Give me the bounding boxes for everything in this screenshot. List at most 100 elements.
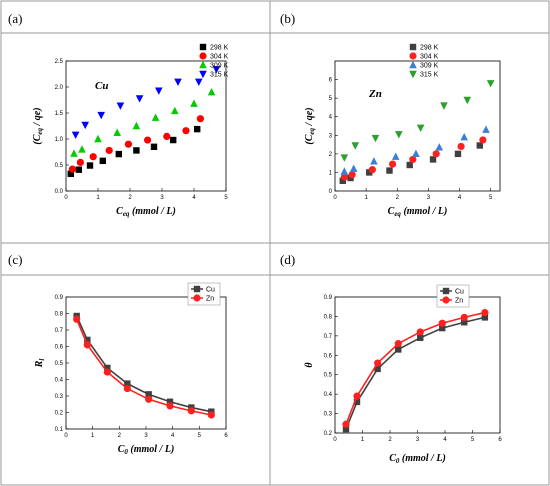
series-0 (342, 314, 489, 433)
y-tick-label: 0.9 (324, 295, 333, 301)
y-tick-label: 6 (329, 78, 333, 84)
data-point (416, 124, 425, 133)
x-axis-title: C0 (mmol / L) (118, 444, 175, 456)
y-tick-label: 1.0 (55, 137, 64, 143)
data-point (370, 157, 378, 165)
data-point (394, 340, 402, 348)
y-tick-label: 2.0 (55, 85, 64, 91)
data-point (144, 136, 152, 144)
data-point (353, 398, 361, 406)
data-point (171, 106, 179, 115)
legend-marker (442, 287, 450, 295)
legend-marker (409, 70, 417, 79)
data-point (348, 171, 356, 179)
data-point (412, 149, 420, 158)
legend-box (436, 284, 470, 308)
data-point (429, 156, 437, 163)
legend: 298 K 304 K 309 K 315 K (199, 43, 229, 79)
y-tick-label: 0.7 (324, 334, 333, 340)
y-axis-title: Rl (34, 359, 46, 369)
chart-0: 0 1 2 3 4 5 0.0 0.5 1.0 1.5 2.0 2.5 Ceq (mmol / L) (C… (32, 43, 229, 218)
data-point (409, 155, 417, 164)
y-tick-label: 0.4 (324, 392, 333, 398)
chart-1: 0 1 2 3 4 5 0 1 2 3 4 5 6 Ceq (mmol / L) (Ceq / qe) Zn 2… (304, 43, 501, 218)
data-point (73, 315, 81, 323)
x-tick-label: 3 (160, 195, 164, 201)
series-3 (340, 80, 495, 162)
data-point (374, 365, 381, 373)
data-point (342, 420, 350, 428)
data-point (366, 169, 373, 176)
y-tick-label: 0.5 (55, 163, 64, 169)
panel-label-d: (d) (280, 252, 296, 267)
series-0 (73, 312, 215, 415)
data-point (174, 78, 182, 86)
data-point (83, 341, 91, 349)
legend-label: 298 K (420, 45, 439, 52)
y-tick-label: 0.8 (324, 314, 333, 320)
data-point (196, 115, 204, 123)
y-tick-label: 0.2 (324, 431, 333, 437)
legend-marker (199, 70, 207, 79)
y-tick-label: 0.3 (324, 412, 333, 418)
data-point (486, 80, 495, 88)
data-point (438, 319, 446, 327)
panel-label-a: (a) (8, 11, 23, 26)
y-axis-title: θ (304, 362, 315, 368)
data-point (194, 125, 201, 133)
chart-annotation: Cu (95, 80, 108, 92)
series-2 (70, 88, 216, 157)
y-tick-label: 0 (329, 189, 333, 195)
data-point (151, 113, 160, 121)
x-tick-label: 2 (396, 195, 400, 201)
series-1 (340, 136, 487, 181)
data-point (386, 167, 393, 174)
data-point (481, 308, 489, 317)
y-tick-label: 2.5 (55, 59, 64, 65)
data-point (432, 150, 440, 158)
data-point (78, 145, 86, 153)
x-tick-label: 3 (427, 195, 431, 201)
y-tick-label: 0.7 (55, 328, 64, 334)
data-point (342, 425, 350, 433)
data-point (170, 136, 177, 144)
data-point (368, 166, 376, 174)
legend-marker (193, 294, 201, 302)
data-point (395, 131, 403, 139)
data-point (195, 78, 203, 86)
data-point (75, 166, 82, 173)
data-point (133, 147, 140, 154)
legend-label: Cu (455, 289, 464, 296)
x-tick-label: 5 (471, 437, 475, 443)
legend: Cu Zn (436, 284, 470, 308)
y-tick-label: 1.5 (55, 111, 64, 117)
legend-label: 304 K (420, 54, 439, 61)
data-point (76, 158, 84, 166)
legend-marker (199, 60, 207, 69)
legend-marker (409, 43, 417, 51)
legend-label: Zn (455, 298, 463, 305)
data-point (463, 96, 472, 105)
data-point (145, 395, 153, 403)
data-point (347, 174, 354, 182)
data-point (94, 134, 102, 143)
series-0 (339, 142, 483, 184)
y-axis-title: (Ceq / qe) (32, 107, 44, 144)
y-axis-title: (Ceq / qe) (304, 107, 316, 144)
data-point (145, 391, 152, 398)
legend-label: 304 K (210, 54, 229, 61)
data-point (212, 66, 221, 74)
chart-3: 0 1 2 3 4 5 6 0.2 0.3 0.4 0.5 0.6 0.7 0.8 0.9 C0 (mmol … (304, 284, 502, 465)
legend-box (187, 282, 221, 306)
x-tick-label: 2 (118, 433, 122, 439)
data-point (482, 125, 490, 133)
y-tick-label: 0.3 (55, 394, 64, 400)
data-point (461, 319, 468, 326)
x-axis-title: Ceq (mmol / L) (116, 206, 176, 218)
y-tick-label: 0.5 (324, 373, 333, 379)
data-point (123, 384, 131, 393)
data-point (89, 153, 97, 161)
x-tick-label: 0 (333, 437, 337, 443)
data-point (476, 142, 483, 149)
x-axis-title: C0 (mmol / L) (389, 453, 446, 465)
